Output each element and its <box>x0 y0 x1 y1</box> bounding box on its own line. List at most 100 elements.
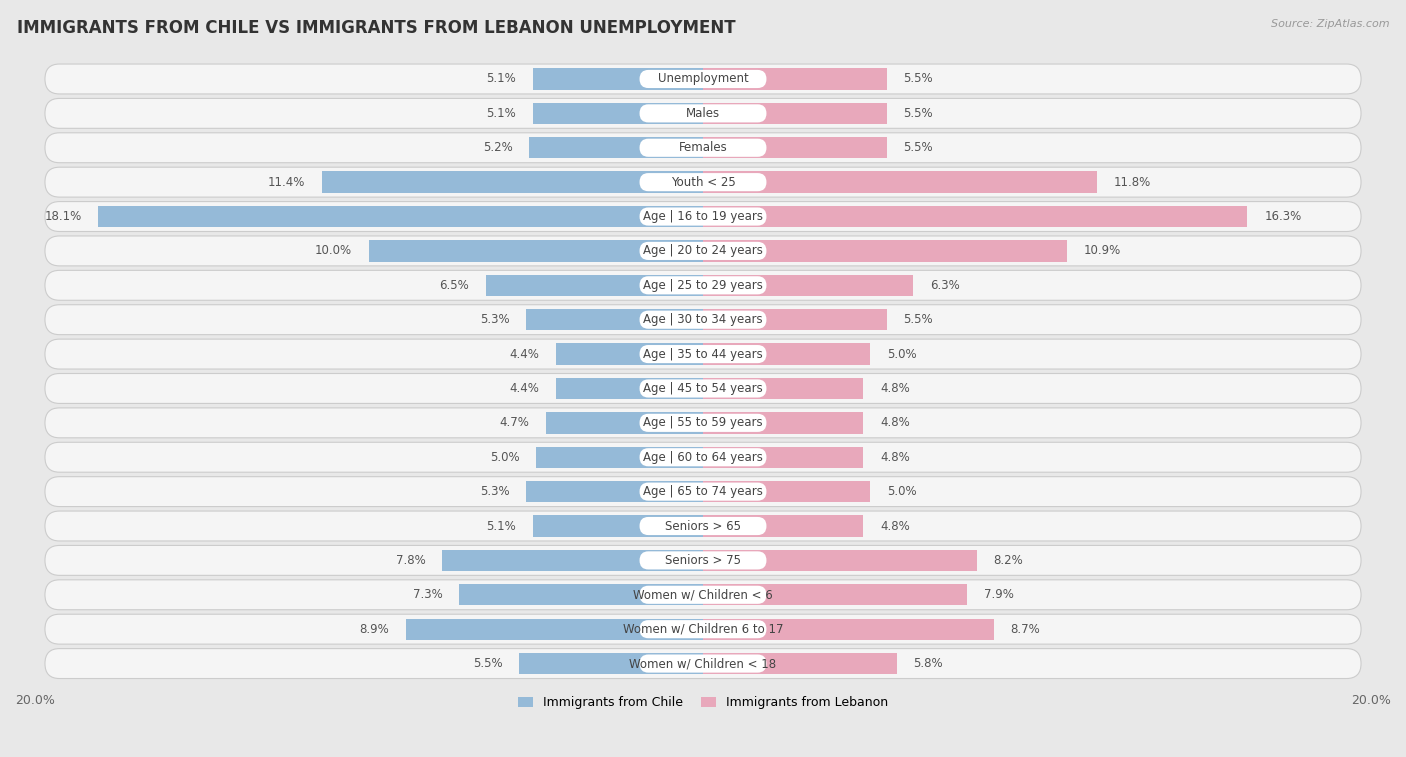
Text: 6.3%: 6.3% <box>931 279 960 291</box>
Bar <box>460 584 703 606</box>
Bar <box>703 344 870 365</box>
FancyBboxPatch shape <box>640 482 766 500</box>
Text: 4.4%: 4.4% <box>509 347 540 360</box>
FancyBboxPatch shape <box>640 551 766 569</box>
FancyBboxPatch shape <box>45 408 1361 438</box>
FancyBboxPatch shape <box>45 477 1361 506</box>
Bar <box>486 275 703 296</box>
Bar <box>703 516 863 537</box>
Bar <box>443 550 703 571</box>
Bar <box>703 275 914 296</box>
FancyBboxPatch shape <box>45 64 1361 94</box>
Bar <box>703 240 1067 262</box>
Bar <box>703 618 994 640</box>
Bar <box>703 653 897 674</box>
FancyBboxPatch shape <box>640 104 766 123</box>
Bar <box>368 240 703 262</box>
Text: Women w/ Children 6 to 17: Women w/ Children 6 to 17 <box>623 623 783 636</box>
FancyBboxPatch shape <box>640 379 766 397</box>
Text: 5.1%: 5.1% <box>486 519 516 532</box>
Text: Unemployment: Unemployment <box>658 73 748 86</box>
FancyBboxPatch shape <box>45 236 1361 266</box>
Text: 5.5%: 5.5% <box>472 657 502 670</box>
Text: 18.1%: 18.1% <box>45 210 82 223</box>
FancyBboxPatch shape <box>45 546 1361 575</box>
Bar <box>526 309 703 330</box>
Text: 5.2%: 5.2% <box>482 142 513 154</box>
Text: Age | 65 to 74 years: Age | 65 to 74 years <box>643 485 763 498</box>
Bar <box>703 206 1247 227</box>
Text: 4.8%: 4.8% <box>880 416 910 429</box>
Bar <box>703 309 887 330</box>
Text: 4.7%: 4.7% <box>499 416 529 429</box>
FancyBboxPatch shape <box>45 305 1361 335</box>
FancyBboxPatch shape <box>640 448 766 466</box>
Text: 8.7%: 8.7% <box>1011 623 1040 636</box>
Bar <box>703 447 863 468</box>
Text: 8.9%: 8.9% <box>360 623 389 636</box>
FancyBboxPatch shape <box>45 373 1361 403</box>
Text: Source: ZipAtlas.com: Source: ZipAtlas.com <box>1271 19 1389 29</box>
FancyBboxPatch shape <box>45 132 1361 163</box>
Text: 5.1%: 5.1% <box>486 107 516 120</box>
Text: Age | 60 to 64 years: Age | 60 to 64 years <box>643 450 763 464</box>
Text: 11.8%: 11.8% <box>1114 176 1152 188</box>
FancyBboxPatch shape <box>640 139 766 157</box>
FancyBboxPatch shape <box>45 98 1361 129</box>
Text: 5.5%: 5.5% <box>904 142 934 154</box>
FancyBboxPatch shape <box>45 511 1361 541</box>
Text: 5.3%: 5.3% <box>479 313 509 326</box>
Text: Females: Females <box>679 142 727 154</box>
FancyBboxPatch shape <box>45 580 1361 609</box>
Bar <box>703 550 977 571</box>
Bar <box>526 481 703 503</box>
Text: Age | 25 to 29 years: Age | 25 to 29 years <box>643 279 763 291</box>
Text: IMMIGRANTS FROM CHILE VS IMMIGRANTS FROM LEBANON UNEMPLOYMENT: IMMIGRANTS FROM CHILE VS IMMIGRANTS FROM… <box>17 19 735 37</box>
FancyBboxPatch shape <box>45 167 1361 197</box>
Text: 5.8%: 5.8% <box>914 657 943 670</box>
FancyBboxPatch shape <box>640 207 766 226</box>
FancyBboxPatch shape <box>45 201 1361 232</box>
FancyBboxPatch shape <box>45 649 1361 678</box>
FancyBboxPatch shape <box>640 241 766 260</box>
Bar <box>533 68 703 89</box>
Text: 7.3%: 7.3% <box>413 588 443 601</box>
Text: 5.5%: 5.5% <box>904 73 934 86</box>
Text: 4.4%: 4.4% <box>509 382 540 395</box>
FancyBboxPatch shape <box>640 70 766 88</box>
FancyBboxPatch shape <box>640 517 766 535</box>
Text: 16.3%: 16.3% <box>1264 210 1302 223</box>
FancyBboxPatch shape <box>45 270 1361 301</box>
Text: 4.8%: 4.8% <box>880 382 910 395</box>
Text: Age | 55 to 59 years: Age | 55 to 59 years <box>643 416 763 429</box>
FancyBboxPatch shape <box>45 614 1361 644</box>
Text: Age | 35 to 44 years: Age | 35 to 44 years <box>643 347 763 360</box>
Bar <box>703 378 863 399</box>
Text: Age | 30 to 34 years: Age | 30 to 34 years <box>643 313 763 326</box>
Bar <box>536 447 703 468</box>
Text: Age | 16 to 19 years: Age | 16 to 19 years <box>643 210 763 223</box>
Text: Youth < 25: Youth < 25 <box>671 176 735 188</box>
FancyBboxPatch shape <box>640 414 766 432</box>
Text: 11.4%: 11.4% <box>269 176 305 188</box>
Bar <box>703 584 967 606</box>
Text: Women w/ Children < 18: Women w/ Children < 18 <box>630 657 776 670</box>
Text: 4.8%: 4.8% <box>880 519 910 532</box>
Bar <box>703 172 1097 193</box>
Text: 5.3%: 5.3% <box>479 485 509 498</box>
Bar <box>98 206 703 227</box>
Text: Age | 20 to 24 years: Age | 20 to 24 years <box>643 245 763 257</box>
Text: 10.0%: 10.0% <box>315 245 353 257</box>
FancyBboxPatch shape <box>640 586 766 604</box>
Text: 4.8%: 4.8% <box>880 450 910 464</box>
Text: 5.0%: 5.0% <box>887 347 917 360</box>
Bar <box>703 481 870 503</box>
FancyBboxPatch shape <box>45 339 1361 369</box>
Text: Age | 45 to 54 years: Age | 45 to 54 years <box>643 382 763 395</box>
FancyBboxPatch shape <box>640 310 766 329</box>
Bar <box>703 103 887 124</box>
Legend: Immigrants from Chile, Immigrants from Lebanon: Immigrants from Chile, Immigrants from L… <box>513 691 893 715</box>
Bar <box>555 344 703 365</box>
Bar <box>555 378 703 399</box>
FancyBboxPatch shape <box>640 345 766 363</box>
